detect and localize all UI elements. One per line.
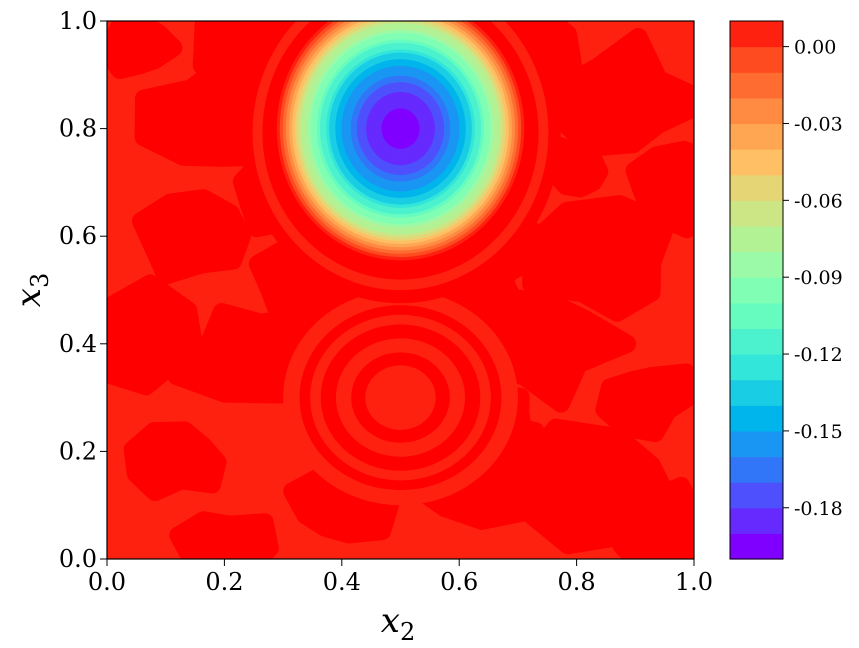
colorbar-tick-label: -0.09 [794,267,843,289]
colorbar-band [730,149,783,176]
noise-patch [169,511,279,559]
y-tick-label: 1.0 [59,7,97,35]
colorbar-tick-label: -0.12 [794,344,843,366]
colorbar-band [730,72,783,99]
noise-patch [551,27,694,157]
plot-frame [106,20,695,560]
colorbar-band [730,507,783,534]
y-axis-ticks: 0.0 0.2 0.4 0.6 0.8 1.0 [59,7,107,573]
colorbar-band [730,533,783,560]
colorbar-band [730,277,783,304]
y-tick-label: 0.0 [59,545,97,573]
colorbar-frame [729,20,784,560]
ring-band [365,365,436,430]
colorbar-band [730,174,783,201]
noise-patch [107,274,203,396]
noise-patch [625,140,694,239]
lower-ring-pattern [283,290,518,506]
x-tick-label: 0.8 [558,568,596,596]
colorbar-bands [730,21,783,560]
colorbar-band [730,328,783,355]
colorbar-tick-label: -0.15 [794,421,843,443]
x-tick-label: 0.2 [205,568,243,596]
colorbar-band [730,97,783,125]
noise-patch [595,363,694,443]
noise-patch [123,421,227,502]
x-tick-label: 1.0 [675,568,713,596]
colorbar-band [730,379,783,406]
colorbar-band [730,302,783,330]
y-tick-label: 0.6 [59,222,97,250]
x-tick-label: 0.6 [440,568,478,596]
noise-patch [522,195,676,322]
colorbar-tick-label: -0.18 [794,498,843,520]
x-tick-label: 0.4 [323,568,361,596]
plot-area [107,21,694,559]
x-axis-ticks: 0.0 0.2 0.4 0.6 0.8 1.0 [88,559,713,596]
colorbar-ticks: 0.00 -0.03 -0.06 -0.09 -0.12 -0.15 -0.18 [783,37,843,520]
colorbar-band [730,251,783,278]
y-tick-label: 0.4 [59,330,97,358]
colorbar: 0.00 -0.03 -0.06 -0.09 -0.12 -0.15 -0.18 [729,20,843,560]
colorbar-band [730,200,783,227]
colorbar-band [730,123,783,150]
x-axis-label: x2 [381,601,415,646]
colorbar-band [730,482,783,509]
colorbar-tick-label: -0.03 [794,113,843,135]
noise-patch [132,189,251,285]
noise-patch [604,476,694,559]
colorbar-tick-label: -0.06 [794,190,843,212]
y-axis-label: x3 [9,273,54,307]
contour-band [400,128,401,130]
colorbar-band [730,430,783,458]
colorbar-band [730,21,783,48]
colorbar-tick-label: 0.00 [794,37,836,59]
upper-minimum-bands [240,21,561,304]
y-tick-label: 0.8 [59,115,97,143]
colorbar-band [730,225,783,253]
colorbar-band [730,354,783,381]
x-tick-label: 0.0 [88,568,126,596]
colorbar-band [730,456,783,483]
y-tick-label: 0.2 [59,437,97,465]
colorbar-band [730,405,783,432]
colorbar-band [730,46,783,73]
noise-patch [107,21,183,79]
